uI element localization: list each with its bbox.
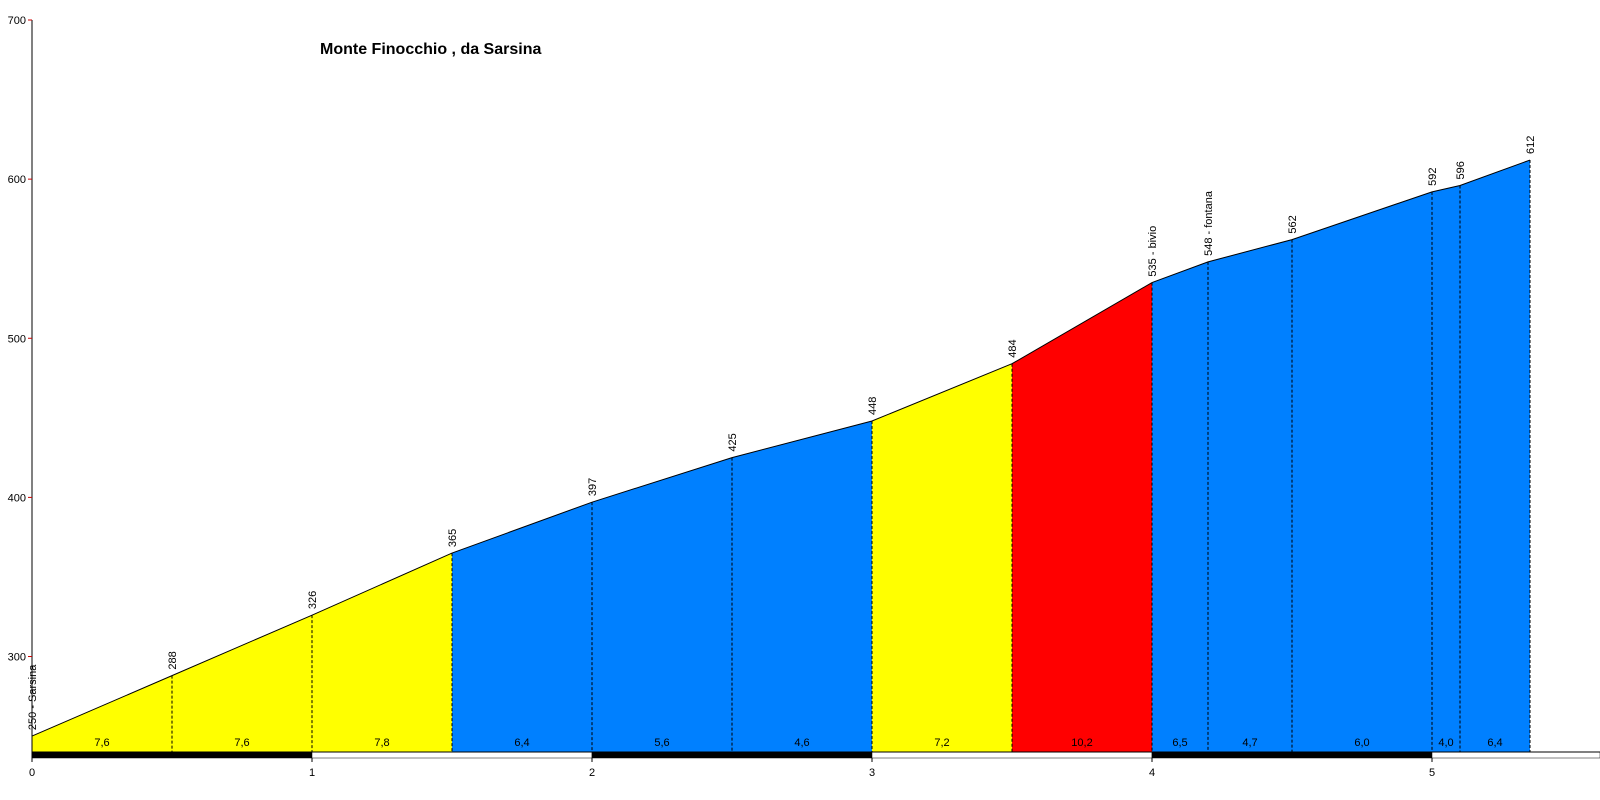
point-label: 326	[307, 591, 319, 609]
gradient-segment	[1292, 191, 1432, 753]
y-tick-label: 400	[8, 492, 26, 504]
gradient-segment	[32, 675, 172, 752]
gradient-segment	[172, 615, 312, 752]
gradient-segment	[592, 457, 732, 752]
y-tick-label: 700	[8, 15, 26, 27]
gradient-segment	[1460, 160, 1530, 752]
y-tick-label: 500	[8, 333, 26, 345]
point-label: 397	[587, 478, 599, 496]
point-label: 562	[1287, 215, 1299, 233]
gradient-segment	[1152, 261, 1208, 752]
gradient-segment	[1208, 239, 1292, 753]
point-label: 535 - bivio	[1147, 226, 1159, 277]
segment-label: 6,5	[1172, 737, 1187, 749]
y-tick-label: 600	[8, 174, 26, 186]
x-tick-label: 4	[1149, 767, 1155, 779]
point-label: 592	[1427, 168, 1439, 186]
segment-label: 10,2	[1071, 737, 1092, 749]
segment-label: 4,0	[1438, 737, 1453, 749]
gradient-segment	[1432, 185, 1460, 752]
segment-label: 6,0	[1354, 737, 1369, 749]
gradient-segment	[732, 421, 872, 752]
profile-line	[31, 159, 1531, 737]
km-strip	[591, 751, 873, 759]
gradient-segment	[1012, 282, 1152, 752]
point-label: 425	[727, 433, 739, 451]
point-label: 596	[1455, 161, 1467, 179]
km-strip	[31, 751, 313, 759]
segment-label: 7,8	[374, 737, 389, 749]
point-label: 288	[167, 651, 179, 669]
segment-label: 7,2	[934, 737, 949, 749]
x-tick-label: 3	[869, 767, 875, 779]
segment-label: 6,4	[514, 737, 529, 749]
km-strip	[871, 751, 1153, 759]
gradient-segment	[452, 502, 592, 752]
segment-label: 4,6	[794, 737, 809, 749]
km-strip	[311, 751, 593, 759]
gradient-segment	[872, 363, 1012, 752]
chart-title: Monte Finocchio , da Sarsina	[320, 41, 541, 58]
segment-label: 7,6	[234, 737, 249, 749]
segment-label: 4,7	[1242, 737, 1257, 749]
segment-label: 6,4	[1487, 737, 1502, 749]
gradient-segment	[312, 553, 452, 752]
point-label: 365	[447, 529, 459, 547]
point-label: 484	[1007, 339, 1019, 357]
point-label: 548 - fontana	[1203, 190, 1215, 256]
x-tick-label: 2	[589, 767, 595, 779]
segment-label: 7,6	[94, 737, 109, 749]
x-tick-label: 0	[29, 767, 35, 779]
km-strip	[1431, 751, 1600, 759]
point-label: 448	[867, 397, 879, 415]
x-tick-label: 5	[1429, 767, 1435, 779]
y-tick-label: 300	[8, 652, 26, 664]
x-tick-label: 1	[309, 767, 315, 779]
point-label: 250 - Sarsina	[27, 664, 39, 730]
km-strip	[1151, 751, 1433, 759]
segment-label: 5,6	[654, 737, 669, 749]
point-label: 612	[1525, 136, 1537, 154]
